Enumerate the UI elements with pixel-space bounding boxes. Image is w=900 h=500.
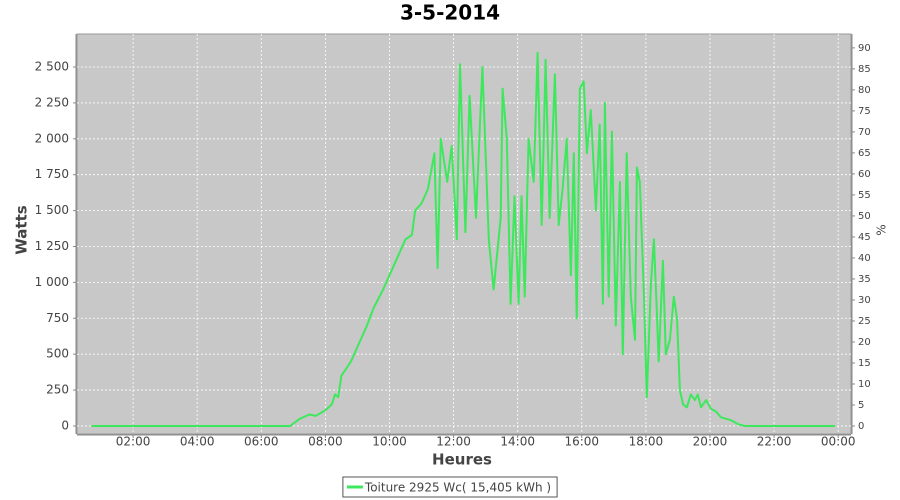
y2-tick-label: 20 (858, 337, 871, 348)
x-tick-label: 02:00 (116, 435, 151, 449)
y2-axis-label: % (875, 224, 889, 235)
y-tick-label: 0 (61, 418, 69, 432)
x-tick-label: 20:00 (693, 435, 728, 449)
x-tick-label: 04:00 (180, 435, 215, 449)
y-tick-label: 250 (46, 383, 69, 397)
y2-tick-label: 85 (858, 64, 871, 75)
x-tick-label: 12:00 (436, 435, 471, 449)
y2-tick-label: 40 (858, 253, 871, 264)
y2-tick-label: 55 (858, 190, 871, 201)
x-axis-label: Heures (432, 451, 492, 469)
y2-tick-label: 25 (858, 316, 871, 327)
legend: Toiture 2925 Wc( 15,405 kWh ) (342, 476, 558, 498)
x-tick-label: 08:00 (308, 435, 343, 449)
y-axis-label: Watts (13, 205, 31, 254)
x-tick-label: 16:00 (564, 435, 599, 449)
y2-tick-label: 30 (858, 295, 871, 306)
y2-tick-label: 10 (858, 379, 871, 390)
y2-tick-label: 5 (858, 400, 864, 411)
y2-tick-label: 65 (858, 148, 871, 159)
x-tick-label: 06:00 (244, 435, 279, 449)
y2-tick-label: 50 (858, 211, 871, 222)
y2-tick-label: 90 (858, 43, 871, 54)
y2-tick-label: 45 (858, 232, 871, 243)
chart-title: 3-5-2014 (400, 1, 500, 25)
y2-tick-label: 75 (858, 106, 871, 117)
x-tick-label: 22:00 (757, 435, 792, 449)
x-tick-label: 10:00 (372, 435, 407, 449)
y-tick-label: 2 500 (35, 60, 69, 74)
x-tick-label: 14:00 (500, 435, 535, 449)
y-tick-label: 1 500 (35, 203, 69, 217)
y-tick-label: 1 250 (35, 239, 69, 253)
y-tick-label: 750 (46, 311, 69, 325)
y2-tick-label: 0 (858, 421, 864, 432)
legend-label: Toiture 2925 Wc( 15,405 kWh ) (364, 481, 551, 495)
legend-box (342, 476, 558, 498)
y2-tick-label: 35 (858, 274, 871, 285)
y-tick-label: 1 000 (35, 275, 69, 289)
x-tick-label: 00:00 (821, 435, 856, 449)
data-line (91, 51, 835, 427)
y-tick-label: 2 000 (35, 131, 69, 145)
y2-tick-label: 80 (858, 85, 871, 96)
y2-tick-label: 60 (858, 169, 871, 180)
y-tick-label: 2 250 (35, 95, 69, 109)
x-tick-label: 18:00 (629, 435, 664, 449)
y2-tick-label: 15 (858, 358, 871, 369)
plot-area (76, 33, 852, 435)
y-tick-label: 1 750 (35, 167, 69, 181)
y2-tick-label: 70 (858, 127, 871, 138)
y-tick-label: 500 (46, 347, 69, 361)
